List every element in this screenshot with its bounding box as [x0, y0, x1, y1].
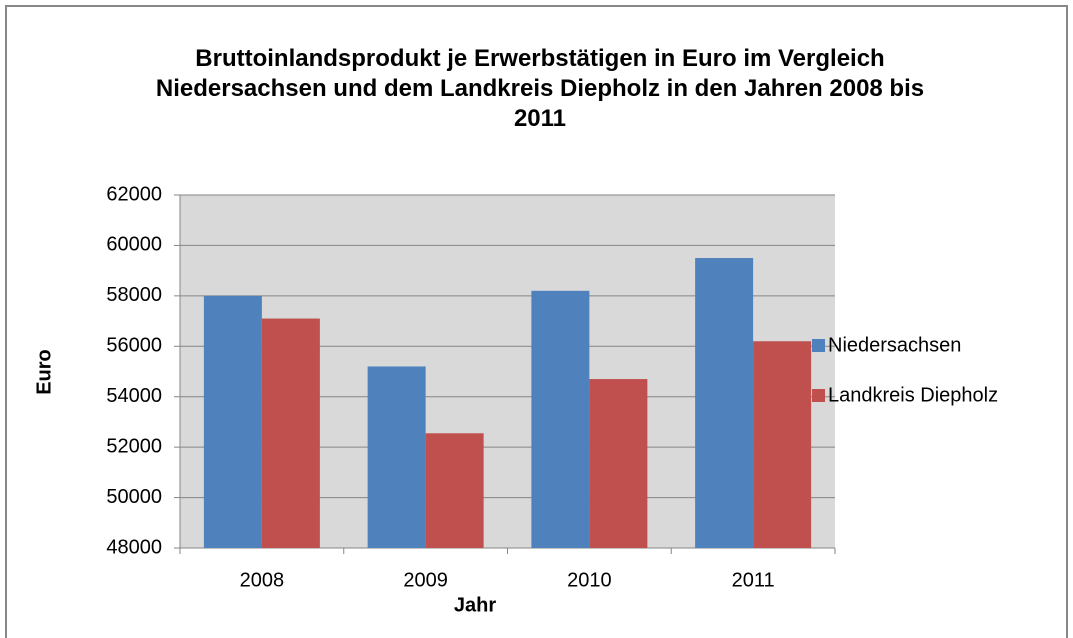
legend-swatch — [812, 389, 825, 402]
y-tick-label: 56000 — [106, 335, 162, 357]
x-tick-label: 2009 — [403, 569, 448, 591]
y-axis-label: Euro — [33, 349, 55, 395]
bar — [695, 258, 754, 548]
bar — [753, 341, 812, 548]
legend-label: Landkreis Diepholz — [828, 384, 998, 406]
x-tick-label: 2008 — [240, 569, 285, 591]
bar — [261, 318, 320, 548]
x-tick-label: 2011 — [732, 569, 775, 591]
y-tick-label: 62000 — [106, 183, 162, 205]
bar — [367, 366, 426, 548]
bar — [531, 290, 590, 548]
x-axis-label: Jahr — [454, 594, 496, 616]
x-tick-label: 2010 — [567, 569, 612, 591]
y-tick-label: 50000 — [106, 486, 162, 508]
bar — [425, 433, 484, 548]
legend-swatch — [812, 339, 825, 352]
y-tick-label: 54000 — [106, 385, 162, 407]
chart-title: Bruttoinlandsprodukt je Erwerbstätigen i… — [155, 45, 925, 132]
bar — [203, 295, 262, 548]
y-tick-label: 48000 — [106, 536, 162, 558]
y-tick-label: 58000 — [106, 284, 162, 306]
y-tick-label: 60000 — [106, 234, 162, 256]
legend-label: Niedersachsen — [828, 334, 961, 356]
bar — [589, 379, 648, 548]
y-tick-label: 52000 — [106, 435, 162, 457]
